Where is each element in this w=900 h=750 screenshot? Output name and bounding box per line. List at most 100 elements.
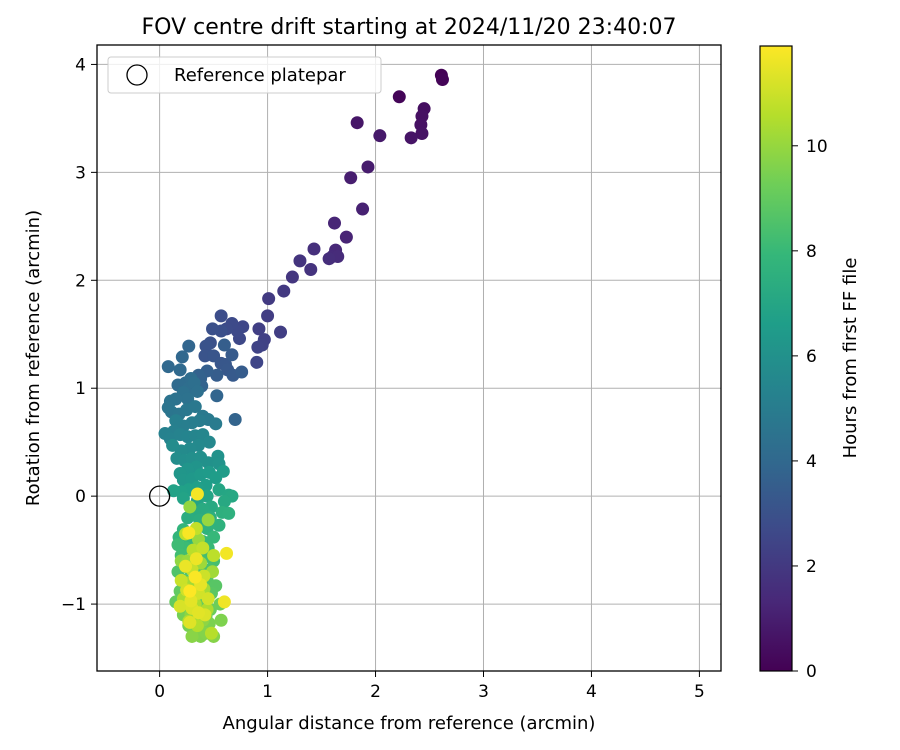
scatter-point bbox=[200, 489, 214, 503]
scatter-point bbox=[202, 435, 216, 449]
scatter-point bbox=[339, 230, 353, 244]
scatter-point bbox=[190, 384, 204, 398]
x-tick-label: 3 bbox=[478, 682, 489, 702]
scatter-point bbox=[189, 552, 203, 566]
colorbar-frame bbox=[759, 45, 793, 672]
colorbar-tick-label: 10 bbox=[806, 137, 828, 157]
scatter-point bbox=[235, 365, 249, 379]
x-tick-label: 0 bbox=[154, 682, 165, 702]
scatter-point bbox=[183, 615, 197, 629]
scatter-point bbox=[262, 292, 276, 306]
scatter-point bbox=[179, 559, 193, 573]
scatter-point bbox=[188, 400, 202, 414]
scatter-point bbox=[206, 322, 220, 336]
colorbar-tick-label: 2 bbox=[806, 557, 817, 577]
colorbar: 0 2 4 6 8 10 Hours from first FF file bbox=[759, 45, 861, 682]
legend-marker-icon bbox=[126, 64, 148, 86]
scatter-point bbox=[415, 127, 429, 141]
scatter-point bbox=[350, 116, 364, 130]
scatter-point bbox=[191, 606, 205, 620]
scatter-point bbox=[217, 595, 231, 609]
scatter-point bbox=[251, 340, 265, 354]
scatter-point bbox=[220, 546, 234, 560]
scatter-point bbox=[293, 254, 307, 268]
scatter-point bbox=[204, 626, 218, 640]
scatter-point bbox=[212, 518, 226, 532]
colorbar-tick-label: 4 bbox=[806, 452, 817, 472]
scatter-point bbox=[373, 129, 387, 143]
y-tick-label: −1 bbox=[61, 595, 86, 615]
plot-frame bbox=[96, 44, 722, 672]
scatter-point bbox=[210, 368, 224, 382]
reference-platepar-marker bbox=[148, 485, 171, 507]
scatter-point bbox=[250, 355, 264, 369]
scatter-point bbox=[185, 629, 199, 643]
scatter-point bbox=[274, 325, 288, 339]
y-axis-label: Rotation from reference (arcmin) bbox=[23, 210, 44, 506]
scatter-point bbox=[183, 500, 197, 514]
x-tick-label: 5 bbox=[694, 682, 705, 702]
scatter-point bbox=[173, 363, 187, 377]
y-tick-label: 4 bbox=[75, 55, 86, 75]
colorbar-ticks: 0 2 4 6 8 10 bbox=[792, 137, 828, 682]
legend-box bbox=[107, 56, 382, 94]
scatter-point bbox=[196, 541, 210, 555]
scatter-point bbox=[277, 284, 291, 298]
colorbar-tick-label: 6 bbox=[806, 347, 817, 367]
scatter-point bbox=[199, 339, 213, 353]
scatter-point bbox=[252, 322, 266, 336]
axis-ticks: 0 1 2 3 4 5 −1 0 1 2 3 4 bbox=[61, 55, 705, 702]
scatter-point bbox=[404, 131, 418, 145]
x-tick-label: 2 bbox=[370, 682, 381, 702]
scatter-point bbox=[361, 160, 375, 174]
scatter-point bbox=[183, 584, 197, 598]
scatter-point bbox=[214, 309, 228, 323]
y-tick-label: 0 bbox=[75, 487, 86, 507]
scatter-point bbox=[356, 202, 370, 216]
scatter-point bbox=[182, 339, 196, 353]
scatter-point bbox=[214, 613, 228, 627]
scatter-point bbox=[201, 456, 215, 470]
scatter-point bbox=[175, 350, 189, 364]
x-tick-label: 1 bbox=[262, 682, 273, 702]
scatter-point bbox=[207, 549, 221, 563]
scatter-point bbox=[228, 413, 242, 427]
scatter-point bbox=[261, 309, 275, 323]
colorbar-tick-label: 8 bbox=[806, 242, 817, 262]
scatter-point bbox=[217, 495, 231, 509]
scatter-point bbox=[169, 414, 183, 428]
y-tick-label: 2 bbox=[75, 271, 86, 291]
scatter-point bbox=[392, 90, 406, 104]
scatter-point bbox=[222, 506, 236, 520]
scatter-point bbox=[182, 526, 196, 540]
colorbar-gradient bbox=[760, 46, 792, 671]
legend-label: Reference platepar bbox=[174, 65, 346, 86]
scatter-point bbox=[174, 573, 188, 587]
y-tick-label: 3 bbox=[75, 163, 86, 183]
scatter-point bbox=[167, 484, 181, 498]
scatter-point bbox=[184, 594, 198, 608]
scatter-point bbox=[209, 417, 223, 431]
scatter-point bbox=[344, 171, 358, 185]
scatter-point bbox=[225, 348, 239, 362]
colorbar-label: Hours from first FF file bbox=[840, 258, 861, 459]
scatter-point bbox=[188, 570, 202, 584]
scatter-point bbox=[328, 216, 342, 230]
scatter-point bbox=[304, 262, 318, 276]
scatter-point bbox=[207, 530, 221, 544]
scatter-point bbox=[435, 73, 449, 87]
x-tick-label: 4 bbox=[586, 682, 597, 702]
scatter-point bbox=[201, 592, 215, 606]
colorbar-tick-label: 0 bbox=[806, 662, 817, 682]
scatter-point bbox=[209, 471, 223, 485]
scatter-point bbox=[166, 438, 180, 452]
legend: Reference platepar bbox=[107, 56, 382, 94]
scatter-point bbox=[190, 487, 204, 501]
scatter-point bbox=[212, 483, 226, 497]
x-axis-label: Angular distance from reference (arcmin) bbox=[223, 713, 596, 734]
scatter-point bbox=[210, 389, 224, 403]
scatter-point bbox=[322, 252, 336, 266]
scatter-point bbox=[285, 270, 299, 284]
scatter-point bbox=[217, 338, 231, 352]
